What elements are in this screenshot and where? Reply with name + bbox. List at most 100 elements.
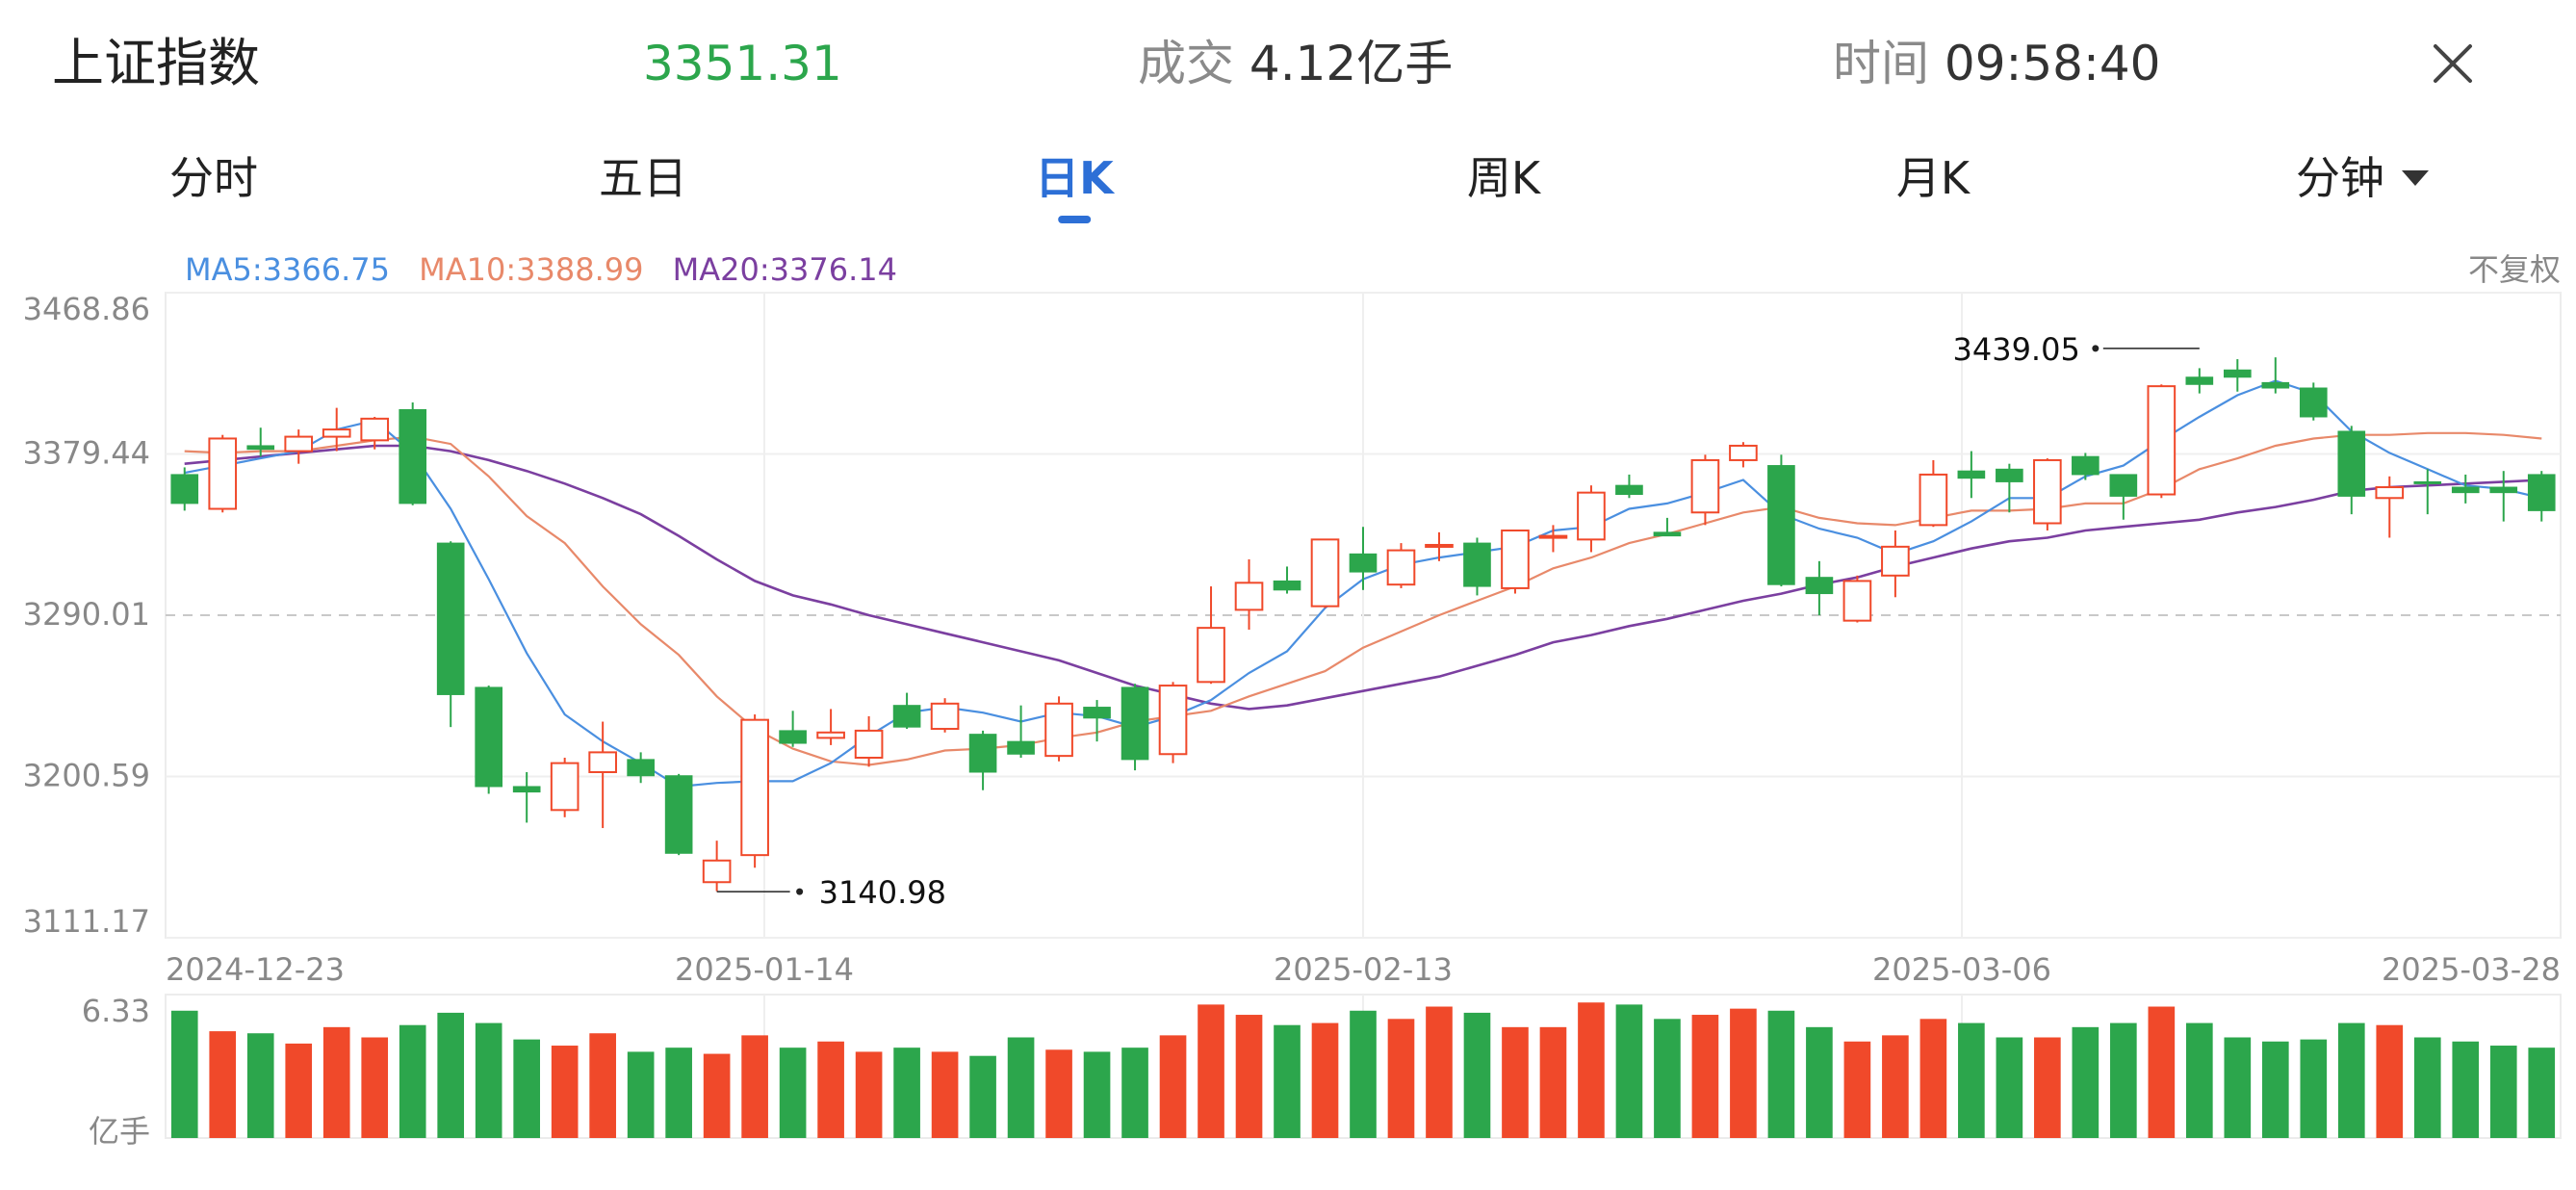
tab-intraday[interactable]: 分时	[169, 144, 258, 212]
candle-body	[1158, 685, 1188, 756]
candle-body	[1767, 465, 1795, 585]
ma-legend: MA5:3366.75 MA10:3388.99 MA20:3376.14	[185, 248, 916, 291]
y-tick-label: 3468.86	[23, 291, 150, 327]
candle	[1919, 459, 1948, 528]
time-label: 时间	[1833, 36, 1929, 91]
volume-bar	[1426, 1006, 1453, 1138]
candle	[1007, 705, 1035, 759]
candle-body	[1349, 553, 1378, 573]
candle	[968, 730, 997, 790]
candle-body	[1425, 543, 1454, 548]
candle-body	[588, 751, 617, 773]
chevron-down-icon	[2402, 169, 2429, 186]
volume-bar	[1767, 1010, 1795, 1138]
volume-bar	[703, 1053, 731, 1138]
adjust-toggle[interactable]: 不复权	[2467, 251, 2561, 288]
tab-minute-dropdown[interactable]: 分钟	[2296, 144, 2429, 212]
candle-body	[1881, 545, 1910, 577]
time-value: 09:58:40	[1944, 36, 2161, 91]
quote-header: 上证指数 3351.31 成交 4.12亿手 时间 09:58:40	[0, 0, 2576, 130]
candle	[1538, 525, 1568, 553]
tab-weekly-k[interactable]: 周K	[1467, 144, 1540, 212]
candle	[2109, 474, 2138, 520]
candle	[2072, 453, 2099, 480]
candle-body	[322, 428, 351, 438]
volume-bar	[589, 1033, 616, 1138]
candle-body	[512, 786, 541, 793]
tab-label: 日K	[1035, 152, 1114, 204]
candle-body	[2072, 455, 2099, 476]
candle	[2261, 357, 2290, 394]
candle	[1158, 682, 1188, 763]
tab-label: 周K	[1466, 152, 1541, 204]
candle	[1501, 529, 1530, 594]
x-tick-label: 2024-12-23	[166, 951, 345, 988]
candle-body	[284, 435, 314, 453]
candle	[892, 692, 921, 730]
candle	[284, 429, 314, 464]
volume-bar	[2489, 1046, 2517, 1138]
volume-bar	[1882, 1035, 1909, 1138]
close-icon[interactable]	[2426, 37, 2480, 91]
volume-bar	[2452, 1041, 2480, 1138]
volume-bars	[170, 1002, 2556, 1138]
candle-body	[1538, 534, 1568, 539]
candle	[322, 407, 351, 452]
active-tab-indicator	[1058, 216, 1091, 223]
volume-bar	[665, 1048, 692, 1138]
candle-body	[2451, 486, 2480, 494]
x-tick-label: 2025-01-14	[675, 951, 854, 988]
volume-bar	[1996, 1037, 2023, 1138]
volume-bar	[931, 1051, 959, 1138]
volume-bar	[361, 1037, 389, 1138]
candle	[2527, 471, 2556, 522]
volume-bar	[2186, 1022, 2213, 1138]
x-tick-label: 2025-03-06	[1872, 951, 2051, 988]
candle-body	[968, 734, 997, 773]
candle-body	[1842, 580, 1872, 622]
volume-bar	[1159, 1035, 1187, 1138]
candle	[246, 427, 275, 457]
volume-bar	[1806, 1026, 1833, 1138]
candle	[360, 416, 390, 450]
volume-bar	[2148, 1006, 2176, 1138]
annotation-dot	[796, 888, 804, 895]
x-tick-label: 2025-02-13	[1274, 951, 1453, 988]
candle	[1463, 537, 1491, 596]
volume-bar	[2261, 1041, 2289, 1138]
y-tick-label: 3200.59	[23, 758, 150, 794]
candle	[1349, 527, 1378, 590]
candle-body	[170, 474, 199, 504]
candle	[1197, 586, 1225, 685]
candle-body	[208, 437, 238, 510]
tab-monthly-k[interactable]: 月K	[1896, 144, 1970, 212]
volume-bar	[1919, 1019, 1947, 1138]
tab-five-day[interactable]: 五日	[599, 144, 687, 212]
candle	[1653, 517, 1682, 537]
volume-bar	[2224, 1037, 2252, 1138]
volume-bar	[1539, 1026, 1567, 1138]
tab-daily-k[interactable]: 日K	[1035, 144, 1114, 223]
candle	[1881, 530, 1910, 598]
volume-bar	[1691, 1015, 1719, 1138]
candle	[1386, 543, 1416, 588]
candle-body	[1690, 458, 1720, 514]
candle	[702, 841, 732, 892]
volume-bar	[779, 1048, 807, 1138]
candle	[2413, 469, 2442, 515]
volume-bar	[475, 1022, 502, 1138]
candle	[475, 686, 503, 794]
candle-body	[436, 542, 465, 695]
candle	[1121, 684, 1149, 771]
candle-body	[550, 762, 580, 812]
candle-body	[1615, 484, 1643, 496]
volume-bar	[1235, 1015, 1263, 1138]
volume-unit-label: 亿手	[89, 1113, 150, 1150]
volume-bar	[1274, 1024, 1301, 1138]
candle	[1805, 560, 1834, 616]
candle-body	[2413, 480, 2442, 484]
candle-body	[475, 686, 503, 788]
volume-bar	[627, 1051, 655, 1138]
candle-body	[1957, 470, 1986, 479]
